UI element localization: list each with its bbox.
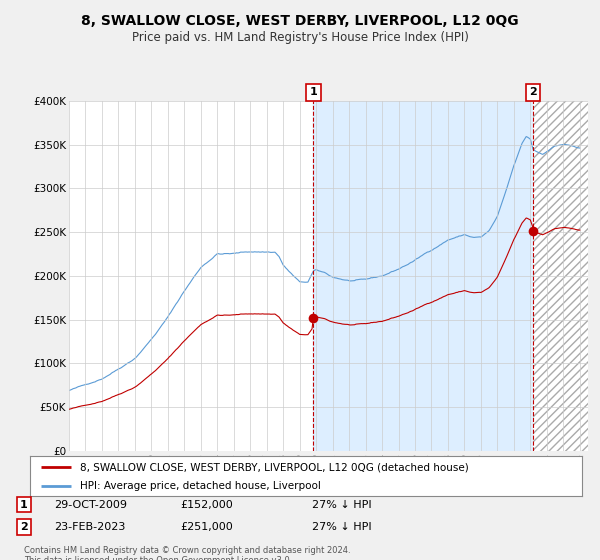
Text: HPI: Average price, detached house, Liverpool: HPI: Average price, detached house, Live…	[80, 481, 320, 491]
Text: 27% ↓ HPI: 27% ↓ HPI	[312, 500, 371, 510]
Text: 1: 1	[310, 87, 317, 97]
Text: Price paid vs. HM Land Registry's House Price Index (HPI): Price paid vs. HM Land Registry's House …	[131, 31, 469, 44]
Text: 23-FEB-2023: 23-FEB-2023	[54, 522, 125, 532]
Text: 29-OCT-2009: 29-OCT-2009	[54, 500, 127, 510]
Text: £251,000: £251,000	[180, 522, 233, 532]
Text: 27% ↓ HPI: 27% ↓ HPI	[312, 522, 371, 532]
Bar	[533, 101, 588, 451]
Text: 2: 2	[20, 522, 28, 532]
Bar	[533, 101, 588, 451]
Text: Contains HM Land Registry data © Crown copyright and database right 2024.
This d: Contains HM Land Registry data © Crown c…	[24, 546, 350, 560]
Bar	[313, 101, 533, 451]
Text: 1: 1	[20, 500, 28, 510]
Text: £152,000: £152,000	[180, 500, 233, 510]
Text: 2: 2	[529, 87, 537, 97]
Text: 8, SWALLOW CLOSE, WEST DERBY, LIVERPOOL, L12 0QG: 8, SWALLOW CLOSE, WEST DERBY, LIVERPOOL,…	[81, 14, 519, 28]
Text: 8, SWALLOW CLOSE, WEST DERBY, LIVERPOOL, L12 0QG (detached house): 8, SWALLOW CLOSE, WEST DERBY, LIVERPOOL,…	[80, 463, 469, 473]
